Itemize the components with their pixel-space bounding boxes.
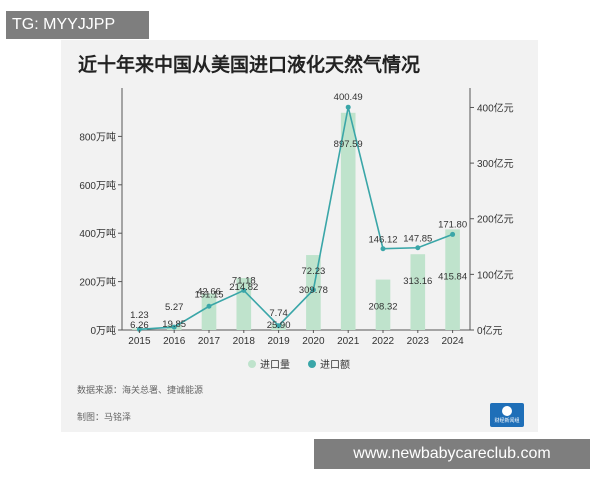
line-point <box>380 246 386 252</box>
x-tick-label: 2015 <box>128 336 151 347</box>
bar-value-label: 897.59 <box>334 139 363 150</box>
y-tick-label-right: 300亿元 <box>477 157 514 170</box>
globe-icon <box>502 406 512 416</box>
y-tick-label-right: 400亿元 <box>477 101 514 114</box>
x-tick-label: 2019 <box>267 336 290 347</box>
line-point <box>136 326 142 332</box>
legend-marker-line <box>308 360 316 368</box>
bar-value-label: 208.32 <box>368 302 397 313</box>
y-tick-label-left: 800万吨 <box>79 130 116 143</box>
bar-value-label: 309.78 <box>299 285 328 296</box>
bar <box>340 112 356 330</box>
legend-marker-bar <box>248 360 256 368</box>
y-tick-label-left: 0万吨 <box>90 324 116 337</box>
x-tick-label: 2024 <box>441 336 464 347</box>
bar-value-label: 19.85 <box>162 319 186 330</box>
legend-label-bar: 进口量 <box>260 359 290 371</box>
x-tick-label: 2016 <box>163 336 186 347</box>
source-note: 数据来源：海关总署、捷诚能源 <box>77 385 204 395</box>
line-value-label: 171.80 <box>438 219 467 230</box>
x-tick-label: 2020 <box>302 336 325 347</box>
bar-value-label: 415.84 <box>438 271 467 282</box>
bar <box>410 254 426 330</box>
line-value-label: 147.85 <box>403 234 432 245</box>
x-tick-label: 2023 <box>407 336 430 347</box>
line-value-label: 400.49 <box>334 92 363 103</box>
line-point <box>310 287 316 293</box>
line-point <box>450 231 456 237</box>
line-point <box>241 287 247 293</box>
y-tick-label-right: 100亿元 <box>477 268 514 281</box>
y-tick-label-left: 400万吨 <box>79 227 116 240</box>
logo-text: 财经新闻组 <box>494 418 520 424</box>
bar-value-label: 25.90 <box>267 320 291 331</box>
line-value-label: 1.23 <box>130 310 149 321</box>
line-point <box>276 323 282 329</box>
line-value-label: 72.23 <box>302 266 326 277</box>
x-tick-label: 2017 <box>198 336 221 347</box>
watermark-top: TG: MYYJJPP <box>6 11 149 39</box>
y-tick-label-right: 0亿元 <box>477 324 503 337</box>
line-point <box>171 324 177 330</box>
legend-label-line: 进口额 <box>320 358 350 371</box>
maker-note: 制图：马铭泽 <box>77 412 132 422</box>
line-point <box>415 245 421 251</box>
bar <box>201 293 217 330</box>
x-tick-label: 2021 <box>337 336 360 347</box>
x-tick-label: 2022 <box>372 336 395 347</box>
line-value-label: 7.74 <box>269 308 288 319</box>
line-point <box>345 104 351 110</box>
y-tick-label-left: 200万吨 <box>79 276 116 289</box>
watermark-bottom: www.newbabycareclub.com <box>314 439 590 469</box>
bar <box>445 229 460 330</box>
bar-value-label: 151.15 <box>194 289 223 300</box>
line-value-label: 71.18 <box>232 275 256 286</box>
line-value-label: 5.27 <box>165 302 184 313</box>
bar-value-label: 214.82 <box>229 282 258 293</box>
line-value-label: 42.66 <box>197 286 221 297</box>
line-value-label: 146.12 <box>368 235 397 246</box>
bar <box>236 278 252 330</box>
chart-title: 近十年来中国从美国进口液化天然气情况 <box>78 55 421 76</box>
line-point <box>206 303 212 309</box>
y-tick-label-right: 200亿元 <box>477 213 514 226</box>
bar-value-label: 313.16 <box>403 276 432 287</box>
publisher-logo: 财经新闻组 <box>490 403 524 427</box>
series-line <box>139 107 453 331</box>
bar-value-label: 6.26 <box>130 320 149 331</box>
y-tick-label-left: 600万吨 <box>79 179 116 192</box>
x-tick-label: 2018 <box>233 336 256 347</box>
bar <box>375 279 391 330</box>
